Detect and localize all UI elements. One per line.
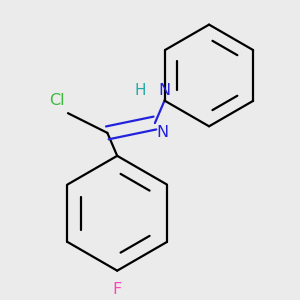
Text: H: H	[134, 83, 146, 98]
Text: Cl: Cl	[49, 93, 65, 108]
Text: N: N	[157, 125, 169, 140]
Text: N: N	[159, 83, 171, 98]
Text: F: F	[112, 282, 122, 297]
